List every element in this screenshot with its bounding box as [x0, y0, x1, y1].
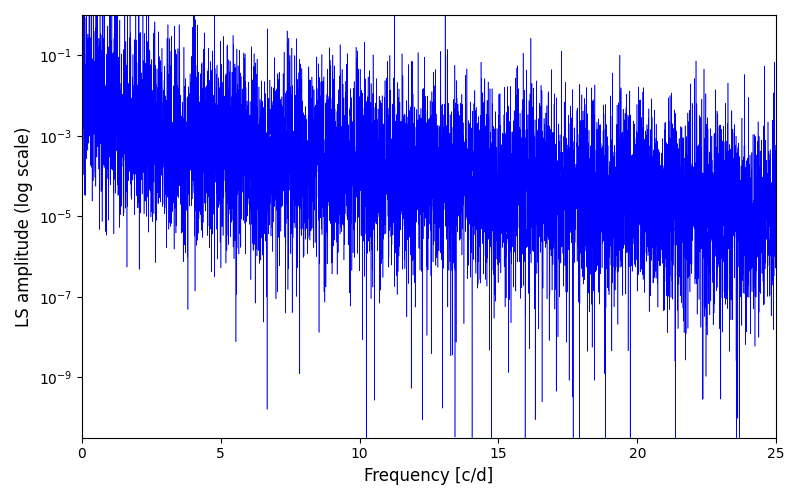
X-axis label: Frequency [c/d]: Frequency [c/d] — [364, 467, 494, 485]
Y-axis label: LS amplitude (log scale): LS amplitude (log scale) — [15, 126, 33, 326]
